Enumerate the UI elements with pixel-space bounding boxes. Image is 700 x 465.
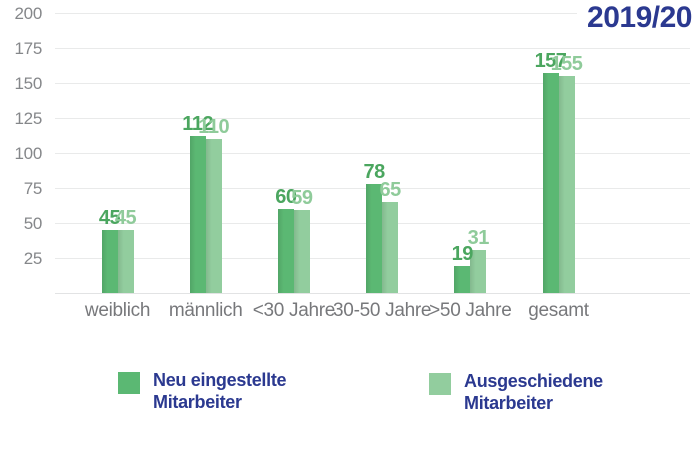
legend-swatch-new-employees (118, 372, 140, 394)
x-axis-category-label: männlich (168, 300, 243, 321)
y-axis-tick-label: 125 (14, 109, 43, 128)
y-axis-tick-label: 100 (14, 144, 43, 163)
x-axis-category-label: 30-50 Jahre (333, 300, 432, 321)
bar-shade (382, 202, 399, 293)
y-axis-tick-label: 200 (14, 4, 43, 23)
bar-shade (542, 73, 559, 293)
bar-departed-gesamt (558, 76, 575, 293)
bar-new-männlich (189, 136, 206, 293)
x-axis-category-label: weiblich (84, 300, 151, 321)
value-label-new-weiblich: 45 (98, 207, 121, 229)
bar-new-30-50 Jahre (366, 184, 383, 293)
chart-title: 2019/20 (577, 2, 692, 34)
value-label-departed->50 Jahre: 31 (467, 227, 490, 249)
gridline-125 (55, 118, 690, 119)
y-axis-tick-label: 75 (23, 179, 43, 198)
gridline-175 (55, 48, 690, 49)
bar-departed-<30 Jahre (293, 210, 310, 293)
value-label-departed-gesamt: 155 (550, 53, 583, 75)
x-axis-category-label: gesamt (528, 300, 589, 321)
bar-shade (558, 76, 575, 293)
bar-new-gesamt (542, 73, 559, 293)
legend-item-new-employees: Neu eingestellte Mitarbeiter (118, 370, 287, 416)
bar-departed-weiblich (117, 230, 134, 293)
gridline-200 (55, 13, 690, 14)
bar-shade (189, 136, 206, 293)
gridline-150 (55, 83, 690, 84)
value-label-departed-30-50 Jahre: 65 (379, 179, 401, 201)
value-label-new-gesamt: 157 (534, 50, 567, 72)
bar-departed-30-50 Jahre (382, 202, 399, 293)
bar-shade (293, 210, 310, 293)
legend-label-departed-employees: Ausgeschiedene Mitarbeiter (464, 371, 603, 413)
value-label-new-männlich: 112 (182, 113, 214, 135)
value-label-departed-weiblich: 45 (114, 207, 137, 229)
chart-legend: Neu eingestellte Mitarbeiter Ausgeschied… (0, 370, 700, 430)
bar-shade (205, 139, 222, 293)
x-axis-category-label: <30 Jahre (252, 300, 336, 321)
y-axis-tick-label: 175 (14, 39, 43, 58)
bar-new-<30 Jahre (277, 209, 294, 293)
bar-new-weiblich (101, 230, 118, 293)
bar-shade (470, 250, 487, 293)
bar-shade (117, 230, 134, 293)
bar-shade (454, 266, 471, 293)
legend-label-new-employees: Neu eingestellte Mitarbeiter (153, 370, 287, 412)
x-axis-category-label: >50 Jahre (429, 300, 512, 321)
gridline-100 (55, 153, 690, 154)
value-label-departed-<30 Jahre: 59 (291, 187, 313, 209)
bar-shade (277, 209, 294, 293)
value-label-new-<30 Jahre: 60 (275, 186, 297, 208)
y-axis-tick-label: 25 (23, 249, 43, 268)
legend-item-departed-employees: Ausgeschiedene Mitarbeiter (429, 371, 603, 417)
y-axis-tick-label: 150 (14, 74, 43, 93)
value-label-departed-männlich: 110 (198, 116, 230, 138)
bar-shade (101, 230, 118, 293)
legend-swatch-departed-employees (429, 373, 451, 395)
y-axis-tick-label: 50 (23, 214, 43, 233)
value-label-new->50 Jahre: 19 (451, 243, 474, 265)
bar-departed-männlich (205, 139, 222, 293)
value-label-new-30-50 Jahre: 78 (363, 161, 385, 183)
bar-departed->50 Jahre (470, 250, 487, 293)
bar-new->50 Jahre (454, 266, 471, 293)
x-axis-baseline (55, 293, 690, 294)
bar-shade (366, 184, 383, 293)
